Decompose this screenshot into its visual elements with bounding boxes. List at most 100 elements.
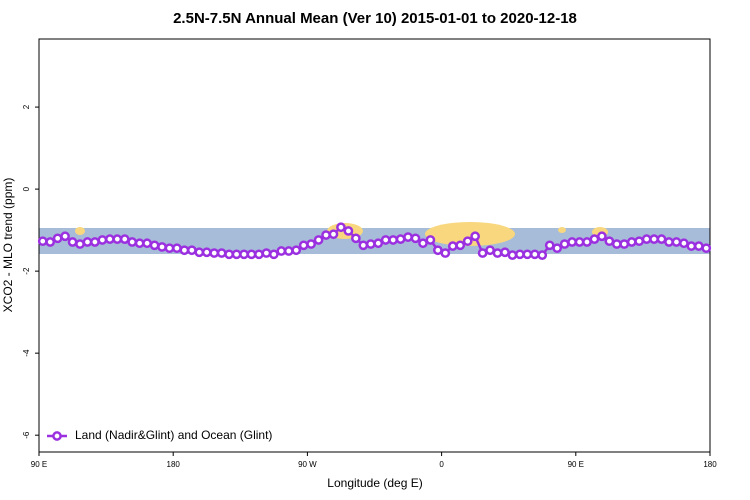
- data-point: [112, 234, 123, 244]
- data-point: [522, 249, 533, 260]
- data-point: [567, 237, 577, 247]
- data-point: [37, 236, 48, 247]
- data-point: [455, 240, 466, 251]
- data-point: [418, 238, 428, 249]
- data-point: [254, 249, 264, 260]
- land-patch: [425, 222, 515, 246]
- data-point: [477, 248, 488, 258]
- data-point: [119, 234, 130, 244]
- data-point: [336, 222, 346, 233]
- data-point: [134, 238, 145, 249]
- data-point: [246, 249, 257, 260]
- data-point: [492, 248, 503, 258]
- data-point: [283, 246, 294, 256]
- data-point: [142, 238, 152, 249]
- data-point: [515, 249, 525, 260]
- data-point: [365, 239, 376, 249]
- data-point: [410, 233, 421, 244]
- data-point: [276, 246, 287, 256]
- data-point: [157, 242, 167, 252]
- data-point: [269, 249, 279, 260]
- data-point: [507, 250, 518, 260]
- data-point: [164, 243, 175, 254]
- data-point: [351, 233, 361, 244]
- data-point: [306, 239, 316, 249]
- data-point: [127, 237, 138, 247]
- data-point: [559, 239, 570, 249]
- x-tick-label: 180: [167, 460, 181, 469]
- data-point: [440, 248, 451, 258]
- data-point: [104, 234, 115, 244]
- x-tick-label: 90 E: [568, 460, 584, 469]
- data-point: [574, 237, 585, 247]
- data-point: [313, 235, 324, 245]
- data-point: [686, 241, 697, 251]
- data-point: [261, 248, 272, 258]
- data-point: [224, 249, 234, 260]
- data-point: [97, 235, 108, 245]
- y-tick-label: -6: [22, 431, 31, 439]
- data-point: [447, 241, 458, 251]
- data-point: [701, 243, 712, 254]
- y-tick-label: 2: [22, 104, 31, 109]
- data-point: [693, 241, 704, 251]
- y-tick-label: 0: [22, 186, 31, 191]
- x-tick-label: 0: [439, 460, 444, 469]
- data-point: [649, 234, 659, 244]
- data-point: [60, 231, 70, 242]
- y-tick-label: -4: [22, 349, 31, 357]
- data-point: [619, 239, 630, 249]
- data-point: [45, 237, 56, 247]
- data-point: [604, 236, 615, 247]
- data-point: [172, 243, 182, 254]
- data-point: [82, 237, 93, 247]
- data-point: [75, 239, 85, 249]
- data-point: [395, 234, 406, 244]
- data-point: [298, 240, 309, 251]
- data-point: [216, 248, 227, 258]
- data-point: [239, 249, 249, 260]
- data-point: [656, 234, 667, 244]
- data-point: [589, 234, 600, 244]
- data-point: [321, 230, 331, 240]
- data-point: [67, 237, 78, 247]
- x-tick-label: 180: [703, 460, 717, 469]
- data-point: [433, 245, 443, 256]
- data-point: [328, 229, 339, 240]
- data-point: [209, 248, 220, 258]
- data-point: [291, 245, 302, 256]
- data-point: [679, 238, 689, 249]
- legend-label: Land (Nadir&Glint) and Ocean (Glint): [75, 428, 272, 442]
- data-point: [179, 245, 190, 256]
- data-point: [611, 239, 622, 249]
- data-point: [485, 245, 495, 256]
- data-point: [425, 235, 436, 245]
- x-axis-label: Longitude (deg E): [327, 476, 422, 490]
- data-point: [373, 238, 384, 249]
- data-point: [671, 237, 682, 247]
- land-patch: [558, 227, 566, 233]
- data-point: [641, 234, 652, 244]
- data-point: [529, 249, 540, 260]
- y-tick-label: -2: [22, 267, 31, 275]
- y-axis-label: XCO2 - MLO trend (ppm): [1, 178, 15, 313]
- data-point: [388, 235, 398, 245]
- x-tick-label: 90 E: [31, 460, 47, 469]
- data-point: [201, 247, 212, 258]
- data-point: [597, 231, 607, 242]
- land-patch: [75, 227, 85, 235]
- chart-title: 2.5N-7.5N Annual Mean (Ver 10) 2015-01-0…: [173, 10, 577, 27]
- data-point: [358, 240, 369, 251]
- data-point: [403, 232, 413, 242]
- data-point: [90, 237, 100, 247]
- data-point: [470, 231, 480, 242]
- data-point: [500, 247, 510, 258]
- data-point: [582, 237, 592, 247]
- data-point: [186, 245, 197, 256]
- legend-marker: [52, 431, 62, 441]
- data-point: [626, 237, 637, 247]
- data-point: [343, 226, 354, 236]
- data-point: [462, 236, 473, 247]
- data-point: [664, 237, 674, 247]
